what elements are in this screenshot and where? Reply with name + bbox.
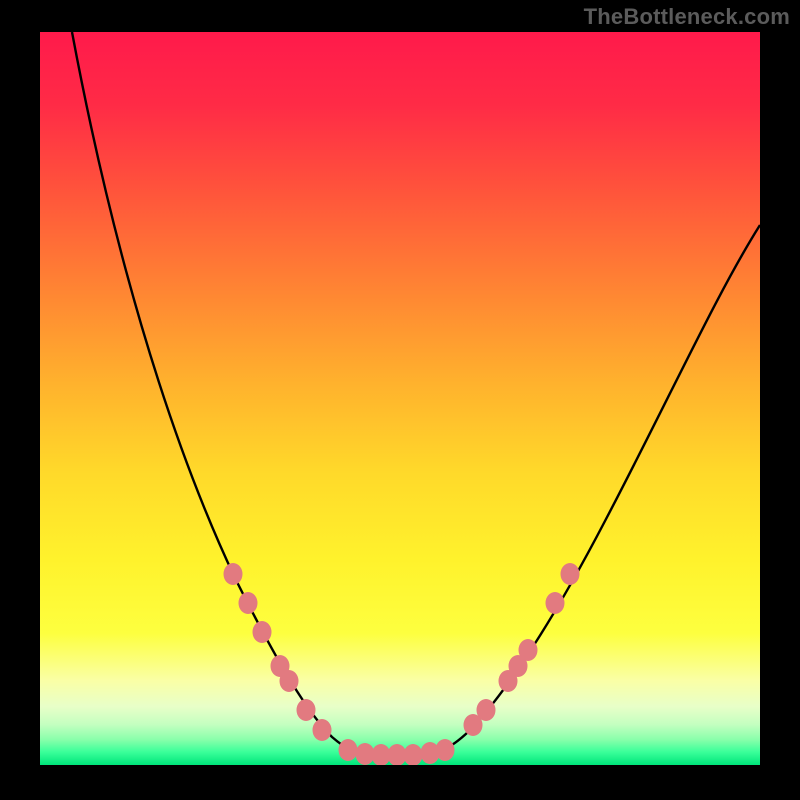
chart-frame: TheBottleneck.com: [0, 0, 800, 800]
curve-marker: [339, 739, 358, 761]
curve-marker: [404, 744, 423, 766]
curve-marker: [297, 699, 316, 721]
curve-marker: [224, 563, 243, 585]
curve-marker: [436, 739, 455, 761]
curve-marker: [561, 563, 580, 585]
curve-marker: [519, 639, 538, 661]
watermark-text: TheBottleneck.com: [584, 4, 790, 30]
plot-background: [40, 32, 760, 765]
curve-marker: [546, 592, 565, 614]
bottleneck-chart: [0, 0, 800, 800]
curve-marker: [253, 621, 272, 643]
curve-marker: [280, 670, 299, 692]
curve-marker: [477, 699, 496, 721]
curve-marker: [239, 592, 258, 614]
curve-marker: [313, 719, 332, 741]
